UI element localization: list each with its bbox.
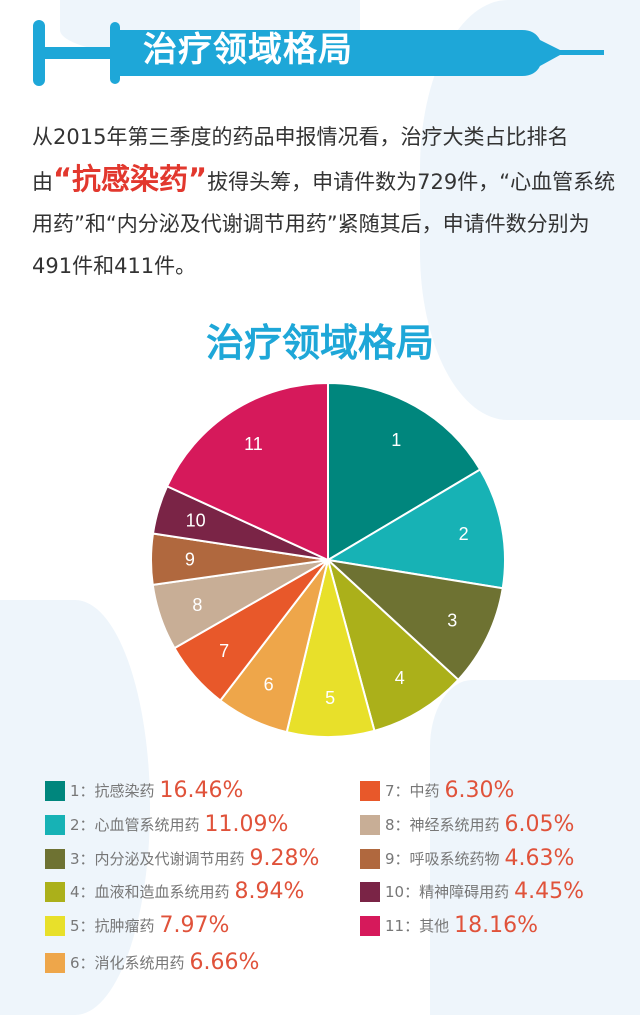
pie-slice-label: 10 [186, 511, 206, 531]
legend-swatch [45, 780, 65, 801]
pie-chart: 1 2 3 4 5 6 7 8 9 10 11 [150, 381, 506, 738]
legend-item: 4：血液和造血系统用药 8.94% [45, 879, 304, 904]
legend-swatch [45, 814, 65, 835]
legend-value: 6.30% [444, 778, 515, 803]
legend-item: 6：消化系统用药 6.66% [45, 950, 259, 975]
legend-value: 16.46% [159, 778, 244, 803]
legend-swatch [45, 848, 65, 869]
legend-label: 5：抗肿瘤药 [70, 917, 155, 935]
legend-value: 11.09% [204, 812, 289, 837]
legend-value: 4.63% [504, 846, 575, 871]
legend-label: 10：精神障碍用药 [385, 883, 510, 901]
legend-label: 1：抗感染药 [70, 782, 155, 800]
legend-item: 9：呼吸系统药物 4.63% [360, 846, 574, 871]
pie-slice-label: 4 [395, 668, 405, 688]
legend-swatch [45, 952, 65, 973]
legend-value: 9.28% [249, 846, 320, 871]
legend-item: 8：神经系统用药 6.05% [360, 812, 574, 837]
legend-item: 3：内分泌及代谢调节用药 9.28% [45, 846, 319, 871]
legend-value: 18.16% [454, 913, 538, 938]
pie-slice-label: 6 [264, 675, 274, 695]
pie-slice-1 [327, 381, 482, 562]
pie-slice-label: 11 [244, 434, 263, 454]
pie-slice-label: 3 [447, 610, 457, 630]
legend-item: 10：精神障碍用药 4.45% [360, 879, 584, 904]
pie-slice-2 [325, 468, 506, 590]
banner-title: 治疗领域格局 [143, 30, 353, 70]
legend-item: 7：中药 6.30% [360, 778, 514, 803]
legend-item: 1：抗感染药 16.46% [45, 778, 243, 803]
chart-title: 治疗领域格局 [205, 321, 434, 365]
legend-swatch [360, 848, 380, 869]
background-shape [0, 600, 150, 1015]
legend-swatch [360, 814, 380, 835]
legend-value: 6.66% [189, 950, 260, 975]
intro-text: 拔得头筹，申请件数为729件，“心血管系统用药”和“内分泌及代谢调节用药”紧随其… [32, 170, 616, 278]
legend-label: 7：中药 [385, 782, 440, 800]
legend-swatch [45, 881, 65, 902]
background-shape [430, 680, 640, 1015]
legend-label: 6：消化系统用药 [70, 954, 185, 972]
legend-label: 9：呼吸系统药物 [385, 850, 500, 868]
syringe-banner [33, 20, 604, 86]
legend-label: 4：血液和造血系统用药 [70, 883, 230, 901]
pie-slice-label: 1 [391, 430, 401, 450]
pie-slice-3 [324, 558, 504, 682]
legend-value: 6.05% [504, 812, 575, 837]
pie-slice-11 [165, 381, 329, 562]
legend-value: 7.97% [159, 913, 230, 938]
legend-item: 11：其他 18.16% [360, 913, 538, 938]
intro-text: 从2015年第三季度的药品申报情况看，治疗大类占比排名由 [32, 125, 569, 194]
legend-label: 2：心血管系统用药 [70, 816, 200, 834]
pie-slice-label: 9 [185, 549, 195, 569]
pie-slice-label: 8 [192, 595, 202, 615]
legend-label: 3：内分泌及代谢调节用药 [70, 850, 245, 868]
legend-value: 8.94% [234, 879, 305, 904]
pie-slice-label: 5 [325, 688, 335, 708]
legend-swatch [360, 780, 380, 801]
pie-slice-label: 7 [219, 641, 229, 661]
legend-label: 8：神经系统用药 [385, 816, 500, 834]
pie-slice-label: 2 [459, 524, 469, 544]
intro-paragraph: 从2015年第三季度的药品申报情况看，治疗大类占比排名由“抗感染药”拔得头筹，申… [32, 116, 622, 287]
intro-highlight: “抗感染药” [53, 162, 208, 196]
legend-swatch [360, 915, 380, 936]
pie-slice-4 [326, 556, 460, 733]
legend-swatch [45, 915, 65, 936]
legend-item: 5：抗肿瘤药 7.97% [45, 913, 229, 938]
legend-value: 4.45% [514, 879, 584, 904]
legend-label: 11：其他 [385, 917, 450, 935]
legend-item: 2：心血管系统用药 11.09% [45, 812, 288, 837]
legend-swatch [360, 881, 380, 902]
